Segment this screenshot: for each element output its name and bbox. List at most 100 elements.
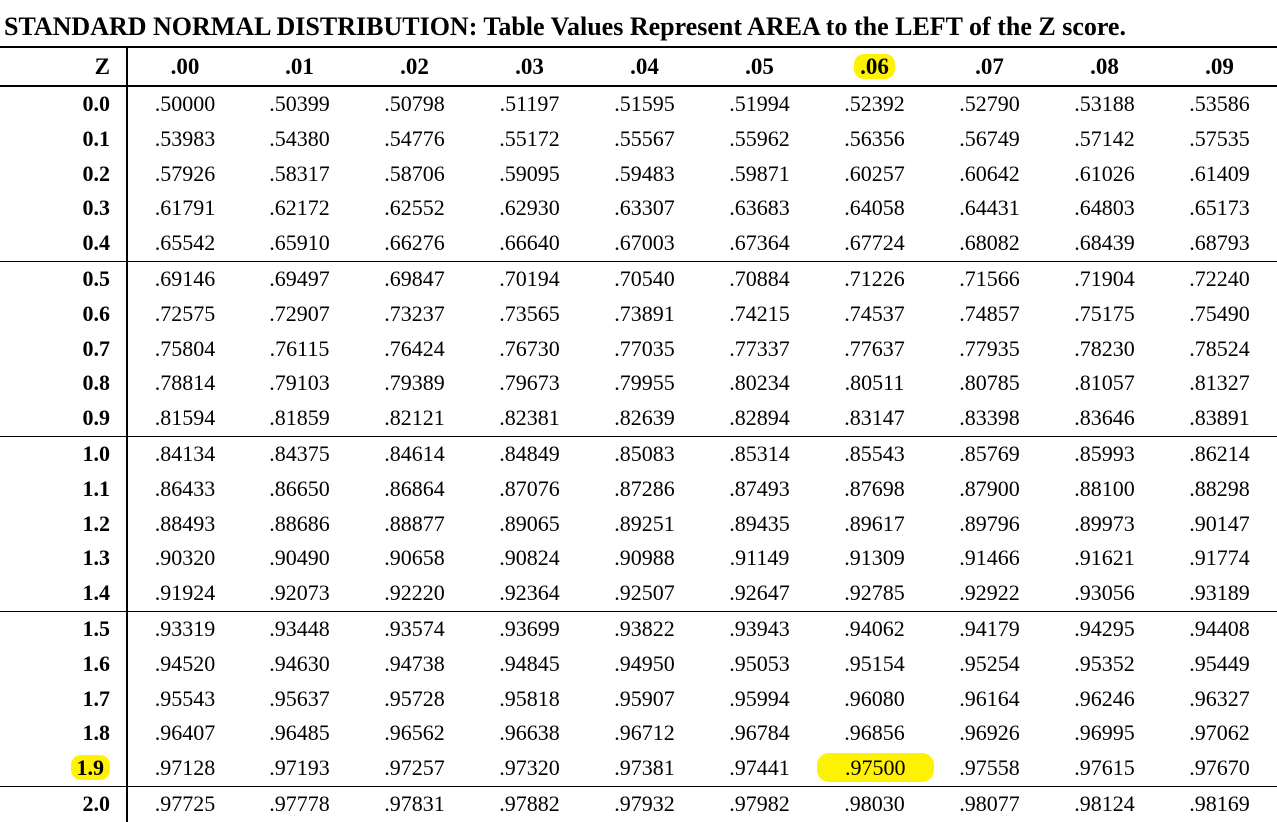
z-value-cell: 2.0 <box>0 786 128 822</box>
probability-cell: .71226 <box>844 265 905 291</box>
column-header: .03 <box>472 47 587 87</box>
probability-cell: .68082 <box>932 226 1047 262</box>
table-row: 0.6 .72575 .72907 .73237 .73565 .73891 .74215.… <box>0 296 1277 332</box>
z-value-cell: 0.9 <box>0 401 128 437</box>
probability-cell: .94738 <box>384 650 445 676</box>
column-header: .01 <box>242 47 357 87</box>
column-header: .00 <box>127 47 242 87</box>
z-value-cell: 1.0 <box>0 436 128 472</box>
probability-cell: .72575 <box>154 300 216 326</box>
probability-cell: .85543 <box>844 440 905 466</box>
probability-cell: .65542 <box>127 226 242 262</box>
probability-cell: .79955 <box>614 370 675 396</box>
probability-cell: .97778 <box>269 790 330 816</box>
column-header: .06 <box>817 47 932 87</box>
z-value-cell: 1.6 <box>0 646 128 682</box>
probability-cell: .94630 <box>269 650 330 676</box>
probability-cell: .63683 <box>729 195 790 221</box>
probability-cell: .88298 <box>1189 475 1250 501</box>
probability-cell: .62172 <box>269 195 330 221</box>
probability-cell: .80785 <box>959 370 1020 396</box>
probability-cell: .59095 <box>499 160 560 186</box>
probability-cell: .95907 <box>614 685 675 711</box>
probability-cell: .98169 <box>1189 790 1250 816</box>
probability-cell: .51197 <box>499 91 560 116</box>
probability-cell: .92364 <box>472 576 587 612</box>
probability-cell: .64803 <box>1074 195 1135 221</box>
probability-cell: .96080 <box>844 685 905 711</box>
probability-cell: .74537 <box>844 300 905 326</box>
probability-cell: .57142 <box>1074 125 1135 151</box>
probability-cell: .50000 <box>154 91 216 116</box>
table-row: 0.9.81594.81859.82121.82381.82639.82894.… <box>0 401 1277 437</box>
probability-cell: .87900 <box>959 475 1020 501</box>
probability-cell: .95637 <box>269 685 330 711</box>
z-value-cell: 0.6 <box>0 296 128 332</box>
probability-cell: .82894 <box>702 401 817 437</box>
z-value-cell: 1.2 <box>0 506 128 542</box>
probability-cell: .94179 <box>959 615 1020 641</box>
probability-cell: .96856 <box>844 720 905 746</box>
probability-cell: .90490 <box>269 545 330 571</box>
probability-cell: .71566 <box>959 265 1020 291</box>
probability-cell: .90147 <box>1189 510 1250 536</box>
z-value-cell: 0.5 <box>0 261 128 297</box>
z-value-cell: 1.1 <box>0 471 128 507</box>
probability-cell: .77337 <box>729 335 790 361</box>
probability-cell: .81859 <box>242 401 357 437</box>
probability-cell: .55172 <box>499 125 560 151</box>
probability-cell: .78230 <box>1074 335 1135 361</box>
probability-cell: .57926 <box>154 160 216 186</box>
probability-cell: .64431 <box>959 195 1020 221</box>
probability-cell: .91774 <box>1189 545 1250 571</box>
table-body: 0.0 .50000 .50399 .50798 .51197 .51595 .51994.… <box>0 86 1277 822</box>
probability-cell: .93699 <box>499 615 560 641</box>
probability-cell: .66640 <box>472 226 587 262</box>
probability-cell: .75490 <box>1189 300 1250 326</box>
probability-cell: .81327 <box>1189 370 1250 396</box>
probability-cell: .61791 <box>154 195 216 221</box>
probability-cell: .94950 <box>614 650 675 676</box>
probability-cell: .94295 <box>1074 615 1135 641</box>
probability-cell: .95352 <box>1074 650 1135 676</box>
probability-cell: .68439 <box>1047 226 1162 262</box>
probability-cell: .96246 <box>1074 685 1135 711</box>
probability-cell: .97257 <box>357 751 472 787</box>
z-value-cell: 0.7 <box>0 331 128 367</box>
probability-cell: .92507 <box>587 576 702 612</box>
column-header: .08 <box>1047 47 1162 87</box>
probability-cell: .97062 <box>1189 720 1250 746</box>
probability-cell: .59483 <box>614 160 675 186</box>
probability-cell: .54776 <box>384 125 445 151</box>
probability-cell: .76730 <box>499 335 560 361</box>
probability-cell: .82381 <box>472 401 587 437</box>
probability-cell: .57535 <box>1189 125 1250 151</box>
probability-cell: .94408 <box>1189 615 1250 641</box>
z-value-cell: 1.4 <box>0 576 128 612</box>
probability-cell: .88877 <box>384 510 445 536</box>
probability-cell: .95154 <box>844 650 905 676</box>
probability-cell: .52790 <box>959 91 1020 116</box>
probability-cell: .96926 <box>959 720 1020 746</box>
probability-cell: .81594 <box>127 401 242 437</box>
probability-cell: .58317 <box>269 160 330 186</box>
probability-cell: .95994 <box>729 685 790 711</box>
z-value-cell: 0.1 <box>0 121 128 157</box>
table-row: 1.5 .93319 .93448 .93574 .93699 .93822 .93943.… <box>0 611 1277 647</box>
probability-cell: .94062 <box>844 615 905 641</box>
probability-cell: .96995 <box>1074 720 1135 746</box>
probability-cell: .97193 <box>242 751 357 787</box>
probability-cell: .91621 <box>1074 545 1135 571</box>
probability-cell: .96485 <box>269 720 330 746</box>
probability-cell: .68793 <box>1162 226 1277 262</box>
column-header: .04 <box>587 47 702 87</box>
probability-cell: .86864 <box>384 475 445 501</box>
highlighted-probability: .97500 <box>817 753 934 783</box>
probability-cell: .97320 <box>472 751 587 787</box>
z-table-page: STANDARD NORMAL DISTRIBUTION: Table Valu… <box>0 12 1277 822</box>
probability-cell: .97558 <box>932 751 1047 787</box>
probability-cell: .82639 <box>587 401 702 437</box>
probability-cell: .89796 <box>959 510 1020 536</box>
probability-cell: .63307 <box>614 195 675 221</box>
probability-cell: .98124 <box>1074 790 1135 816</box>
